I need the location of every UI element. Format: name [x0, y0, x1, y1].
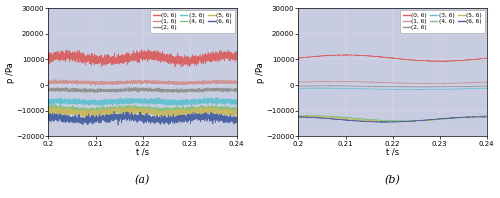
Legend: (0, 6), (1, 6), (2, 6), (3, 6), (4, 6), (5, 6), (6, 6): (0, 6), (1, 6), (2, 6), (3, 6), (4, 6), …: [400, 10, 485, 33]
Text: (b): (b): [384, 175, 400, 185]
Legend: (0, 6), (1, 6), (2, 6), (3, 6), (4, 6), (5, 6), (6, 6): (0, 6), (1, 6), (2, 6), (3, 6), (4, 6), …: [150, 10, 235, 33]
X-axis label: t /s: t /s: [386, 148, 399, 157]
Y-axis label: p /Pa: p /Pa: [256, 62, 264, 83]
Text: (a): (a): [135, 175, 150, 185]
Y-axis label: p /Pa: p /Pa: [6, 62, 15, 83]
X-axis label: t /s: t /s: [136, 148, 149, 157]
